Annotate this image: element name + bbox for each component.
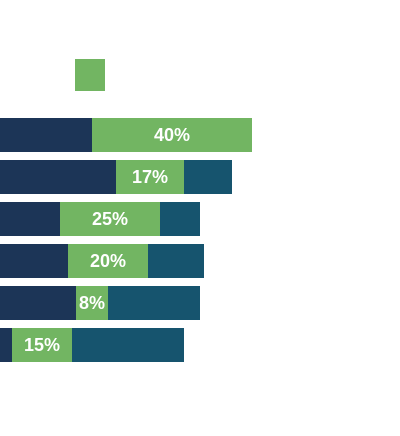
bar-segment-row1-series2: [92, 118, 252, 152]
bar-segment-row3-series3: [160, 202, 200, 236]
legend-swatch-green: [75, 59, 105, 91]
bar-label-row1: 40%: [154, 125, 190, 145]
bar-segment-row6-series3: [72, 328, 184, 362]
bar-segment-row4-series1: [0, 244, 68, 278]
bar-label-row2: 17%: [132, 167, 168, 187]
bar-label-row5: 8%: [79, 293, 105, 313]
bar-label-row4: 20%: [90, 251, 126, 271]
bar-segment-row5-series2: [76, 286, 108, 320]
bar-segment-row6-series1: [0, 328, 12, 362]
labels-group: 40% 17% 25% 20% 8% 15%: [24, 125, 190, 355]
bar-segment-row2-series3: [184, 160, 232, 194]
bar-segment-row5-series1: [0, 286, 76, 320]
bar-segment-row1-series1: [0, 118, 92, 152]
bar-segment-row3-series2: [60, 202, 160, 236]
bar-segment-row4-series3: [148, 244, 204, 278]
bars-group: [0, 118, 252, 362]
bar-segment-row6-series2: [12, 328, 72, 362]
bar-segment-row4-series2: [68, 244, 148, 278]
bar-segment-row5-series3: [108, 286, 200, 320]
bar-segment-row2-series1: [0, 160, 116, 194]
bar-segment-row2-series2: [116, 160, 184, 194]
bar-label-row6: 15%: [24, 335, 60, 355]
bar-label-row3: 25%: [92, 209, 128, 229]
bar-segment-row3-series1: [0, 202, 60, 236]
